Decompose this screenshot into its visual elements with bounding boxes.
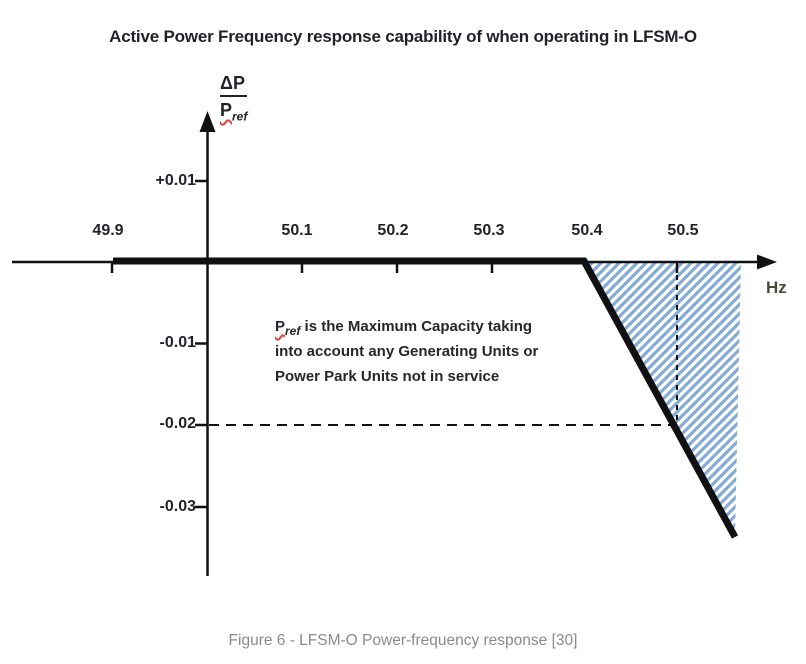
pref-annotation: Pref is the Maximum Capacity taking into… [275,314,595,389]
x-axis-unit-label: Hz [766,278,787,297]
y-axis-label-ref-subscript: ref [232,109,248,124]
y-axis-arrowhead [199,111,216,132]
droop-response-line [113,257,739,539]
annotation-line1: is the Maximum Capacity taking [300,318,533,335]
y-axis-label-denominator: Pref [220,99,248,124]
annotation-p: P [275,318,286,335]
y-tick-label-minus-0.02: -0.02 [159,415,196,432]
x-tick-label-50.4: 50.4 [571,222,603,239]
figure-caption: Figure 6 - LFSM-O Power-frequency respon… [228,632,578,649]
x-axis-arrowhead [757,254,777,270]
y-axis-label-numerator: ΔP [220,72,247,97]
annotation-ref-subscript: ref [285,324,301,338]
y-tick-label-plus-0.01: +0.01 [155,172,196,189]
annotation-line2: into account any Generating Units or [275,343,539,360]
y-tick-label-minus-0.03: -0.03 [159,498,196,515]
x-tick-label-50.5: 50.5 [667,222,699,239]
x-tick-label-49.9: 49.9 [92,222,124,239]
y-axis-label: ΔP Pref [220,72,248,124]
annotation-line3: Power Park Units not in service [275,368,500,385]
x-tick-label-50.3: 50.3 [473,222,505,239]
x-tick-label-50.2: 50.2 [377,222,409,239]
chart-title: Active Power Frequency response capabili… [109,27,697,46]
x-tick-label-50.1: 50.1 [281,222,313,239]
y-tick-label-minus-0.01: -0.01 [159,334,196,351]
y-axis-label-p: P [220,100,233,120]
